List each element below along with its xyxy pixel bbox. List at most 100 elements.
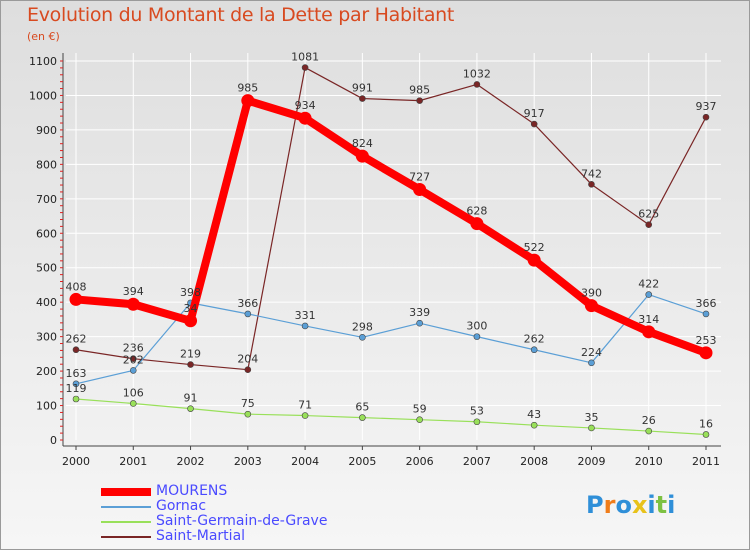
y-tick-label: 300 bbox=[36, 331, 57, 344]
data-label-saint-germain-de-grave: 16 bbox=[699, 417, 713, 430]
data-label-gornac: 339 bbox=[409, 306, 430, 319]
series-line-gornac bbox=[361, 322, 421, 338]
series-line-mourens bbox=[472, 219, 539, 265]
data-point-gornac bbox=[244, 310, 252, 318]
x-tick-label: 2000 bbox=[62, 455, 90, 468]
series-line-mourens bbox=[358, 152, 424, 194]
data-label-saint-germain-de-grave: 43 bbox=[527, 408, 541, 421]
data-label-gornac: 366 bbox=[696, 297, 717, 310]
data-point-mourens bbox=[699, 346, 713, 360]
data-point-mourens bbox=[355, 149, 369, 163]
data-point-saint-martial bbox=[129, 355, 137, 362]
data-point-gornac bbox=[645, 291, 653, 298]
proxiti-logo: Proxiti bbox=[586, 491, 675, 519]
series-line-mourens bbox=[243, 96, 310, 123]
series-line-saint-germain-de-grave bbox=[304, 414, 363, 419]
y-tick-label: 1100 bbox=[29, 55, 57, 68]
data-label-saint-germain-de-grave: 75 bbox=[241, 397, 255, 410]
data-label-mourens: 390 bbox=[581, 287, 602, 300]
y-tick-label: 500 bbox=[36, 262, 57, 275]
x-tick-label: 2002 bbox=[177, 455, 205, 468]
data-point-saint-martial bbox=[588, 181, 595, 188]
series-line-mourens bbox=[186, 96, 252, 325]
data-label-mourens: 34 bbox=[184, 302, 198, 315]
legend-label: Saint-Germain-de-Grave bbox=[156, 513, 328, 529]
series-line-saint-martial bbox=[533, 123, 593, 185]
data-label-mourens: 824 bbox=[352, 137, 373, 150]
series-line-saint-martial bbox=[590, 183, 650, 226]
series-line-saint-germain-de-grave bbox=[75, 398, 134, 405]
data-point-gornac bbox=[473, 333, 481, 340]
data-label-saint-martial: 625 bbox=[638, 208, 659, 221]
data-label-mourens: 985 bbox=[237, 82, 258, 95]
data-label-saint-germain-de-grave: 59 bbox=[413, 403, 427, 416]
series-line-saint-germain-de-grave bbox=[648, 430, 707, 436]
series-line-saint-germain-de-grave bbox=[189, 408, 249, 415]
data-point-gornac bbox=[72, 380, 80, 388]
y-tick-label: 1000 bbox=[29, 89, 57, 102]
series-line-mourens bbox=[129, 300, 195, 325]
series-line-saint-germain-de-grave bbox=[361, 417, 421, 421]
data-label-gornac: 422 bbox=[638, 278, 659, 291]
x-tick-label: 2008 bbox=[520, 455, 548, 468]
series-line-gornac bbox=[189, 302, 249, 315]
data-point-saint-martial bbox=[530, 120, 538, 128]
data-label-saint-martial: 1081 bbox=[291, 51, 319, 64]
logo-letter: x bbox=[631, 491, 648, 519]
data-label-mourens: 314 bbox=[638, 313, 659, 326]
data-label-gornac: 398 bbox=[180, 286, 201, 299]
data-point-gornac bbox=[588, 359, 595, 367]
series-line-gornac bbox=[419, 322, 478, 338]
data-point-saint-martial bbox=[301, 64, 309, 71]
series-line-saint-martial bbox=[75, 349, 134, 360]
data-label-gornac: 202 bbox=[123, 353, 144, 366]
data-label-gornac: 163 bbox=[66, 367, 87, 380]
series-line-mourens bbox=[301, 114, 367, 161]
data-label-mourens: 253 bbox=[696, 334, 717, 347]
legend-label: MOURENS bbox=[156, 483, 228, 499]
data-point-saint-germain-de-grave bbox=[187, 405, 194, 412]
data-point-saint-martial bbox=[359, 95, 366, 102]
data-label-gornac: 300 bbox=[466, 320, 487, 333]
logo-letter: t bbox=[655, 491, 668, 519]
series-line-mourens bbox=[72, 295, 138, 309]
series-line-gornac bbox=[247, 313, 306, 327]
series-line-gornac bbox=[75, 369, 134, 385]
data-label-gornac: 366 bbox=[237, 297, 258, 310]
x-tick-label: 2007 bbox=[463, 455, 491, 468]
data-point-mourens bbox=[241, 94, 255, 108]
data-label-saint-martial: 991 bbox=[352, 82, 373, 95]
data-point-mourens bbox=[126, 297, 140, 311]
chart-title: Evolution du Montant de la Dette par Hab… bbox=[27, 4, 455, 26]
series-line-saint-martial bbox=[189, 363, 249, 371]
data-label-saint-martial: 985 bbox=[409, 84, 430, 97]
series-line-saint-martial bbox=[476, 83, 535, 125]
y-tick-label: 200 bbox=[36, 365, 57, 378]
series-line-saint-martial bbox=[304, 66, 363, 100]
x-tick-label: 2003 bbox=[234, 455, 262, 468]
data-label-saint-martial: 1032 bbox=[463, 67, 491, 80]
data-label-saint-martial: 262 bbox=[66, 333, 87, 346]
legend-label: Saint-Martial bbox=[156, 528, 246, 544]
series-line-saint-germain-de-grave bbox=[590, 427, 650, 432]
series-line-gornac bbox=[590, 294, 650, 364]
series-line-saint-martial bbox=[419, 83, 478, 102]
data-label-saint-martial: 219 bbox=[180, 348, 201, 361]
x-tick-label: 2010 bbox=[635, 455, 663, 468]
y-tick-label: 400 bbox=[36, 296, 57, 309]
data-label-mourens: 522 bbox=[524, 241, 545, 254]
logo-letter: P bbox=[586, 491, 604, 519]
series-line-mourens bbox=[530, 256, 596, 310]
data-label-saint-germain-de-grave: 26 bbox=[642, 414, 656, 427]
data-point-saint-martial bbox=[187, 361, 194, 368]
data-label-saint-germain-de-grave: 53 bbox=[470, 405, 484, 418]
series-line-mourens bbox=[644, 327, 710, 357]
data-label-saint-germain-de-grave: 106 bbox=[123, 386, 144, 399]
legend-label: Gornac bbox=[156, 498, 207, 514]
data-point-saint-germain-de-grave bbox=[588, 424, 595, 432]
y-tick-label: 700 bbox=[36, 193, 57, 206]
data-point-mourens bbox=[642, 325, 656, 339]
x-tick-label: 2005 bbox=[348, 455, 376, 468]
data-label-saint-germain-de-grave: 65 bbox=[355, 401, 369, 414]
